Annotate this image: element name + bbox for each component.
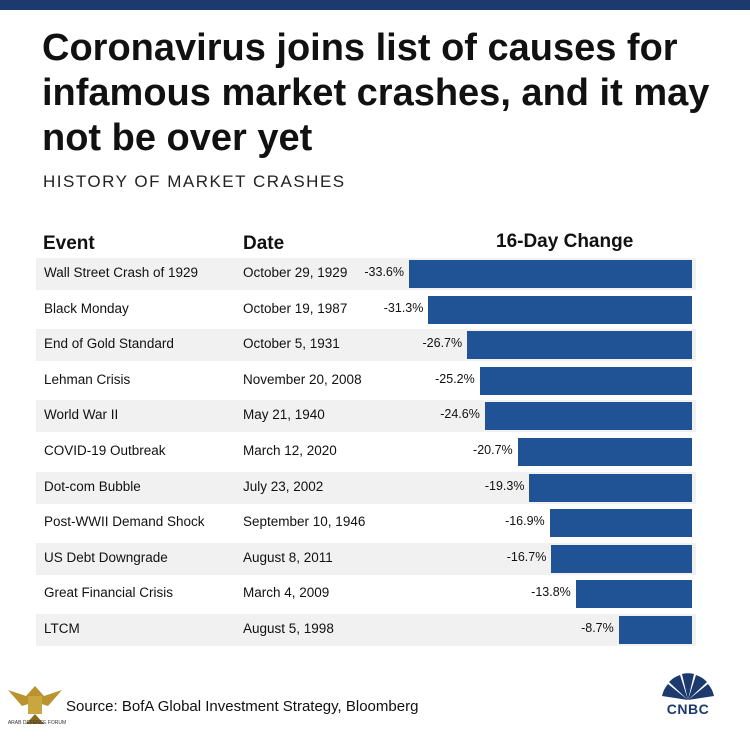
- change-value-label: -16.9%: [505, 514, 545, 529]
- change-value-label: -8.7%: [581, 621, 614, 635]
- change-bar: [529, 473, 692, 502]
- change-value-label: -20.7%: [473, 443, 513, 457]
- event-date: October 19, 1987: [243, 300, 348, 316]
- event-date: July 23, 2002: [243, 478, 324, 494]
- event-name: Dot-com Bubble: [44, 478, 141, 494]
- change-value-label: -33.6%: [364, 265, 404, 279]
- table-row: Lehman Crisis November 20, 2008 -25.2%: [36, 365, 696, 397]
- change-bar: [618, 616, 692, 644]
- event-date: October 29, 1929: [243, 265, 348, 280]
- event-name: Great Financial Crisis: [44, 585, 174, 601]
- table-row: End of Gold Standard October 5, 1931 -26.7…: [36, 329, 696, 362]
- change-bar: [575, 580, 692, 609]
- table-row: Dot-com Bubble July 23, 2002 -19.3%: [36, 471, 696, 504]
- change-bar: [484, 402, 692, 431]
- change-value-label: -16.7%: [506, 549, 547, 564]
- column-header-event: Event: [43, 233, 95, 254]
- change-bar: [549, 509, 692, 538]
- column-header-date: Date: [243, 233, 285, 254]
- event-name: US Debt Downgrade: [44, 549, 168, 565]
- table-row: US Debt Downgrade August 8, 2011 -16.7%: [36, 542, 696, 575]
- event-name: COVID-19 Outbreak: [44, 443, 166, 458]
- event-name: End of Gold Standard: [44, 336, 174, 352]
- change-value-label: -25.2%: [435, 371, 475, 386]
- change-bar: [428, 295, 692, 324]
- source-note: Source: BofA Global Investment Strategy,…: [66, 698, 419, 715]
- change-value-label: -24.6%: [440, 407, 480, 422]
- event-date: November 20, 2008: [243, 371, 362, 387]
- cnbc-peacock-logo: [662, 673, 714, 700]
- cnbc-brand-text: CNBC: [666, 701, 710, 717]
- table-row: Post-WWII Demand Shock September 10, 1946…: [36, 507, 696, 539]
- change-bar: [467, 331, 692, 360]
- forum-logo-text: ARAB DEFENSE FORUM: [7, 720, 67, 726]
- event-name: Wall Street Crash of 1929: [44, 265, 199, 280]
- event-date: August 8, 2011: [243, 549, 333, 565]
- change-bar: [409, 260, 692, 288]
- change-value-label: -31.3%: [383, 300, 424, 315]
- event-name: Lehman Crisis: [44, 371, 131, 387]
- change-value-label: -13.8%: [531, 585, 571, 600]
- change-value-label: -26.7%: [422, 336, 463, 351]
- event-name: LTCM: [44, 621, 80, 636]
- forum-eagle-logo: [8, 686, 62, 724]
- event-date: October 5, 1931: [243, 336, 340, 352]
- event-name: Black Monday: [44, 300, 129, 316]
- top-accent-bar: [0, 0, 750, 10]
- change-bar: [479, 366, 692, 395]
- event-name: World War II: [44, 407, 119, 423]
- chart-subtitle: HISTORY OF MARKET CRASHES: [43, 172, 346, 191]
- page-title: Coronavirus joins list of causes for inf…: [42, 27, 710, 159]
- event-date: August 5, 1998: [243, 621, 334, 636]
- event-date: March 4, 2009: [243, 585, 330, 601]
- table-row: World War II May 21, 1940 -24.6%: [36, 400, 696, 433]
- event-name: Post-WWII Demand Shock: [44, 514, 205, 530]
- table-row: LTCM August 5, 1998 -8.7%: [36, 614, 696, 646]
- table-row: COVID-19 Outbreak March 12, 2020 -20.7%: [36, 436, 696, 468]
- event-date: September 10, 1946: [243, 514, 366, 530]
- change-bar: [551, 544, 692, 573]
- table-row: Great Financial Crisis March 4, 2009 -13.8…: [36, 578, 696, 610]
- change-value-label: -19.3%: [484, 478, 525, 493]
- change-bar: [517, 438, 692, 466]
- column-header-change: 16-Day Change: [496, 231, 634, 252]
- event-date: May 21, 1940: [243, 407, 325, 423]
- table-row: Wall Street Crash of 1929 October 29, 192…: [36, 258, 696, 290]
- table-row: Black Monday October 19, 1987 -31.3%: [36, 294, 696, 326]
- event-date: March 12, 2020: [243, 443, 337, 458]
